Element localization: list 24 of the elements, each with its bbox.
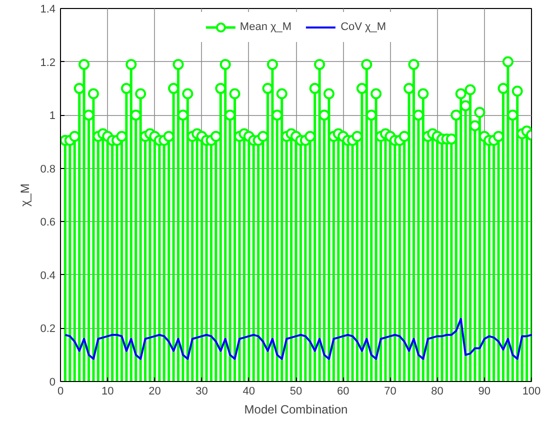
x-tick-label: 50 [290,386,302,398]
line-series [64,318,532,360]
y-tick-label: 1.2 [40,56,56,69]
y-tick-label: 0.8 [40,163,56,176]
x-tick-label: 0 [57,386,64,398]
x-tick-label: 100 [522,386,541,398]
y-tick-label: 0.2 [40,323,56,336]
y-tick-label: 1 [49,110,56,122]
x-tick-label: 30 [196,386,208,398]
x-tick-label: 70 [384,386,396,398]
x-axis-title: Model Combination [244,402,348,416]
x-tick-label: 60 [336,386,350,398]
y-tick-label: 0.4 [40,270,56,282]
y-tick-label: 0.6 [40,216,56,229]
y-axis-title: χ_M [18,184,32,206]
y-tick-label: 0 [49,376,56,388]
x-tick-label: 90 [478,386,491,398]
x-tick-label: 40 [242,386,256,398]
legend-label: CoV χ_M [340,21,386,33]
y-tick-label: 1.4 [40,4,56,16]
legend-label: Mean χ_M [240,21,292,33]
x-tick-label: 20 [148,386,161,398]
x-tick-label: 80 [431,386,444,398]
x-tick-label: 10 [101,386,114,398]
